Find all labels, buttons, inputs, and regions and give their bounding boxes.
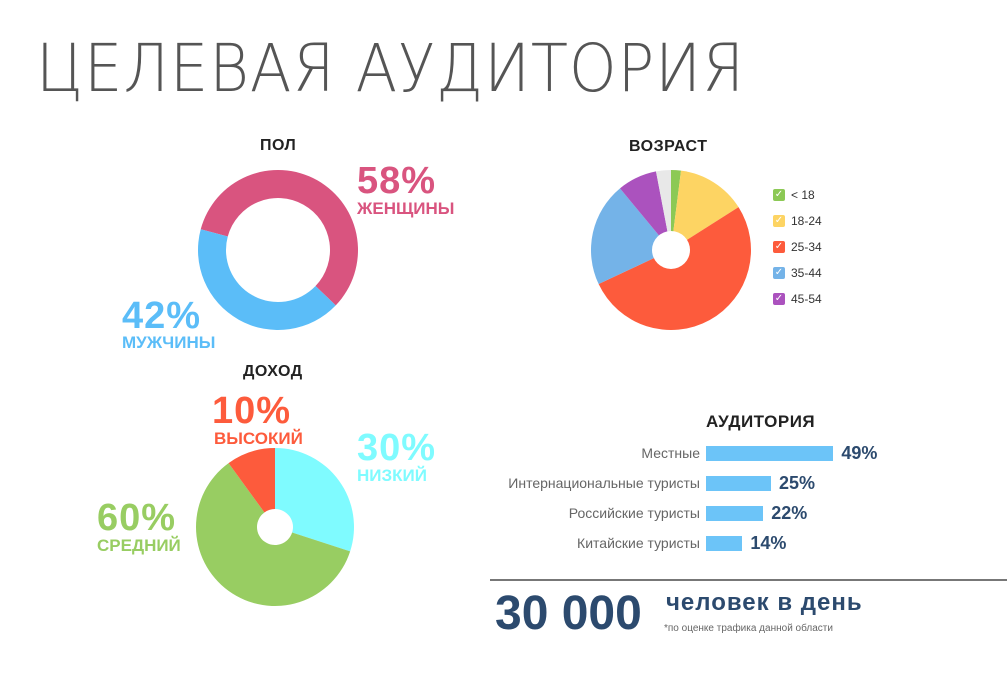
divider — [490, 579, 1007, 581]
age-slice-3 — [591, 188, 671, 285]
bar-value: 22% — [771, 502, 808, 523]
bar-row: Интернациональные туристы 25% — [460, 473, 900, 493]
bar-label: Китайские туристы — [577, 535, 700, 551]
age-slice-4 — [620, 171, 671, 250]
bar-value: 49% — [841, 442, 878, 463]
bar — [706, 475, 771, 491]
bar — [706, 505, 764, 521]
mid-label: СРЕДНИЙ — [97, 536, 181, 555]
age-heading: ВОЗРАСТ — [629, 138, 708, 155]
legend-item[interactable]: ✓ 35-44 — [773, 266, 822, 280]
gender-heading: ПОЛ — [260, 137, 297, 154]
gender-slice-0 — [200, 169, 358, 306]
bar-value: 14% — [750, 532, 787, 553]
age-hole — [652, 231, 690, 269]
male-label: МУЖЧИНЫ — [122, 333, 216, 352]
check-icon[interactable]: ✓ — [773, 267, 785, 279]
legend-item[interactable]: ✓ 25-34 — [773, 240, 822, 254]
legend-label: 45-54 — [791, 292, 822, 306]
age-slice-5 — [656, 170, 671, 250]
legend-item[interactable]: ✓ 18-24 — [773, 214, 822, 228]
male-pct: 42% — [122, 295, 202, 337]
bar-label: Интернациональные туристы — [508, 475, 700, 491]
traffic-note: *по оценке трафика данной области — [664, 623, 833, 634]
bar-label: Российские туристы — [568, 505, 700, 521]
gender-slice-1 — [198, 229, 336, 330]
audience-heading: АУДИТОРИЯ — [706, 412, 816, 431]
check-icon[interactable]: ✓ — [773, 293, 785, 305]
bar-row: Российские туристы 22% — [460, 503, 900, 523]
bar — [706, 535, 743, 551]
legend-label: 18-24 — [791, 214, 822, 228]
female-label: ЖЕНЩИНЫ — [357, 199, 455, 218]
check-icon[interactable]: ✓ — [773, 215, 785, 227]
income-heading: ДОХОД — [243, 363, 303, 380]
bar-row: Местные 49% — [460, 443, 900, 463]
legend-label: 35-44 — [791, 266, 822, 280]
mid-pct: 60% — [97, 497, 177, 539]
income-slice-2 — [228, 448, 275, 513]
bar-label: Местные — [641, 445, 700, 461]
age-slice-1 — [671, 170, 739, 250]
page-title: ЦЕЛЕВАЯ АУДИТОРИЯ — [36, 30, 746, 107]
high-label: ВЫСОКИЙ — [214, 429, 303, 448]
income-slice-0 — [275, 448, 354, 552]
bar-value: 25% — [779, 472, 816, 493]
high-pct: 10% — [212, 390, 292, 432]
female-pct: 58% — [357, 160, 437, 202]
bar-row: Китайские туристы 14% — [460, 533, 900, 553]
traffic-number: 30 000 — [495, 587, 642, 640]
check-icon[interactable]: ✓ — [773, 241, 785, 253]
check-icon[interactable]: ✓ — [773, 189, 785, 201]
legend-label: 25-34 — [791, 240, 822, 254]
traffic-unit: человек в день — [666, 589, 863, 616]
bar — [706, 445, 834, 461]
low-pct: 30% — [357, 427, 437, 469]
legend-item[interactable]: ✓ < 18 — [773, 188, 815, 202]
age-slice-0 — [671, 170, 682, 250]
legend-label: < 18 — [791, 188, 815, 202]
legend-item[interactable]: ✓ 45-54 — [773, 292, 822, 306]
income-slice-1 — [196, 463, 351, 606]
low-label: НИЗКИЙ — [357, 466, 427, 485]
